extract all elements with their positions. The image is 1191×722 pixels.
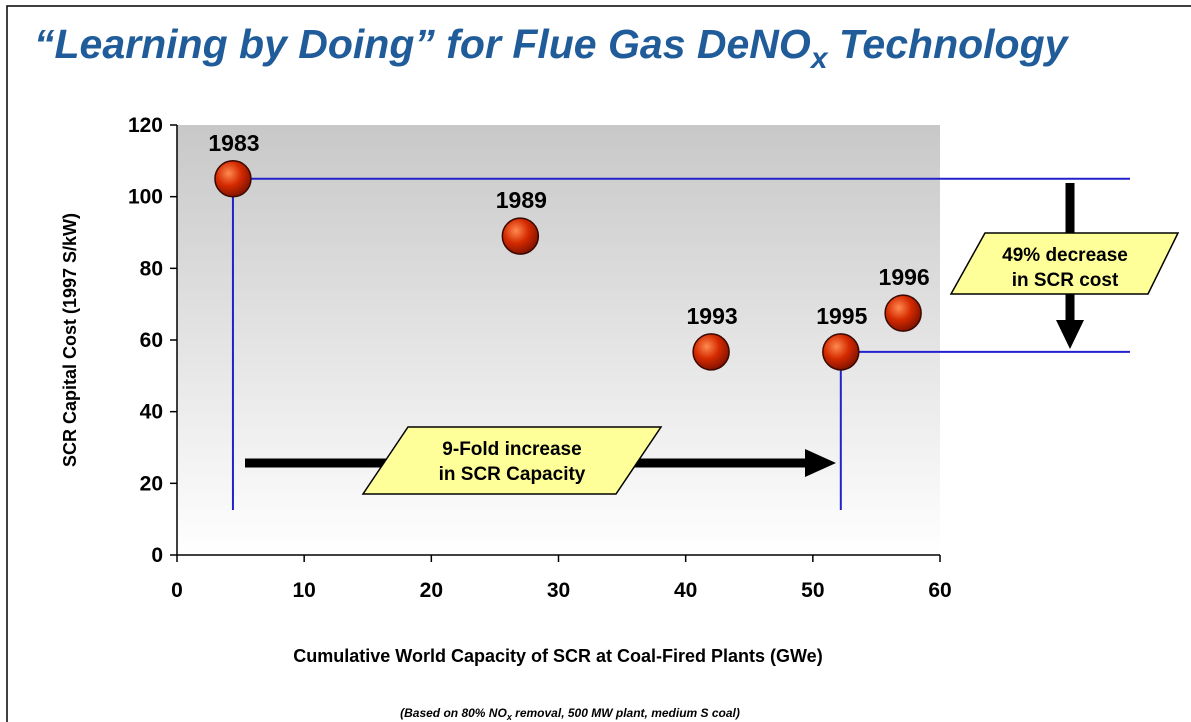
annotation: 49% decrease: [1002, 245, 1128, 266]
point-label: 1989: [496, 187, 547, 213]
point-label: 1995: [816, 303, 867, 329]
y-tick-label: 100: [128, 186, 163, 209]
arrow-head: [805, 449, 836, 477]
x-tick-label: 60: [928, 579, 951, 602]
data-point: [692, 333, 730, 371]
footnote-part: (Based on 80% NO: [400, 706, 507, 720]
y-tick-label: 80: [140, 257, 163, 280]
callout-box: [949, 232, 1180, 295]
y-axis-label: SCR Capital Cost (1997 S/kW): [60, 213, 80, 467]
arrow-head: [1056, 320, 1084, 349]
y-tick-label: 120: [128, 114, 163, 137]
point-label: 1993: [687, 303, 738, 329]
title-subscript: x: [809, 42, 829, 75]
y-tick-label: 60: [140, 329, 163, 352]
y-tick-label: 20: [140, 472, 163, 495]
x-axis-label: Cumulative World Capacity of SCR at Coal…: [293, 646, 822, 666]
data-point: [501, 217, 540, 255]
callout-box: [361, 426, 663, 495]
title-part: Technology: [828, 21, 1070, 67]
annotation: 9-Fold increase: [442, 439, 581, 460]
title-part: “Learning by Doing” for Flue Gas DeNO: [34, 21, 811, 67]
x-tick-label: 20: [420, 579, 443, 602]
x-tick-label: 30: [547, 579, 570, 602]
frame: [6, 5, 1191, 722]
x-tick-label: 10: [292, 579, 315, 602]
annotation: in SCR Capacity: [439, 464, 586, 485]
footnote: (Based on 80% NOx removal, 500 MW plant,…: [400, 706, 740, 722]
data-point: [884, 294, 922, 332]
x-tick-label: 0: [171, 579, 183, 602]
footnote-subscript: x: [506, 712, 513, 722]
x-tick-label: 50: [801, 579, 824, 602]
chart-title: “Learning by Doing” for Flue Gas DeNOx T…: [34, 21, 1070, 75]
point-label: 1983: [208, 130, 259, 156]
point-label: 1996: [879, 264, 930, 290]
data-point: [822, 333, 860, 371]
y-tick-label: 40: [140, 401, 163, 424]
data-point: [214, 160, 252, 198]
x-tick-label: 40: [674, 579, 697, 602]
annotation: in SCR cost: [1012, 270, 1119, 291]
y-tick-label: 0: [151, 544, 163, 567]
footnote-part: removal, 500 MW plant, medium S coal): [512, 706, 740, 720]
